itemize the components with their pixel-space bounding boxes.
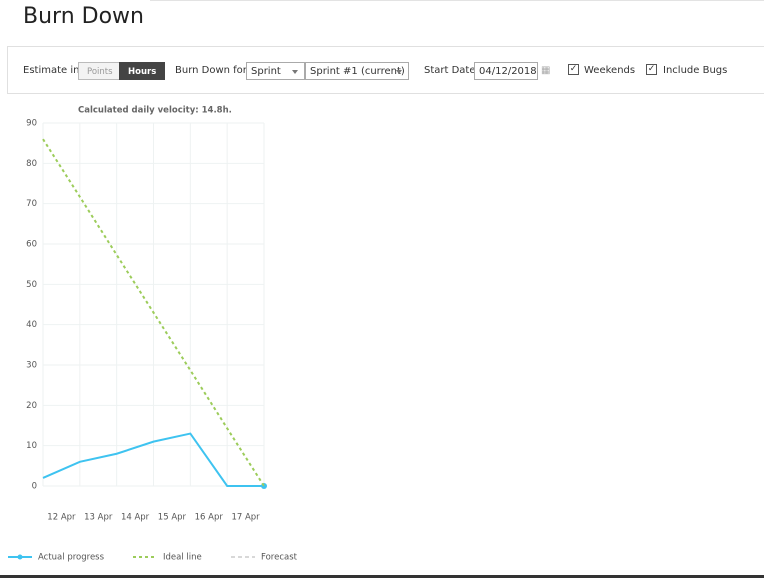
x-tick-label: 17 Apr (231, 513, 260, 523)
legend-label: Ideal line (163, 553, 202, 563)
y-tick-label: 80 (26, 159, 37, 169)
label: Weekends (584, 65, 636, 76)
legend-label: Forecast (261, 553, 298, 563)
y-tick-label: 0 (32, 482, 37, 492)
divider (150, 0, 764, 1)
legend-dot (17, 554, 23, 560)
x-tick-label: 15 Apr (158, 513, 187, 523)
x-tick-label: 12 Apr (47, 513, 76, 523)
page-title: Burn Down (23, 4, 144, 29)
toggle-option[interactable]: Hours (119, 62, 166, 80)
chart-subtitle: Calculated daily velocity: 14.8h. (78, 106, 232, 116)
label: Burn Down for (175, 65, 247, 76)
checkbox[interactable]: ✓ (646, 64, 657, 75)
y-tick-label: 20 (26, 401, 37, 411)
divider (0, 575, 764, 578)
date-input[interactable]: 04/12/2018 (474, 62, 538, 80)
label: Estimate in (23, 65, 80, 76)
calendar-icon[interactable]: ▦ (541, 65, 551, 76)
y-tick-label: 40 (26, 320, 37, 330)
label: Include Bugs (663, 65, 728, 76)
series-line (42, 432, 264, 487)
legend-label: Actual progress (38, 553, 105, 563)
x-tick-label: 16 Apr (195, 513, 224, 523)
y-tick-label: 30 (26, 361, 37, 371)
y-tick-label: 60 (26, 240, 37, 250)
x-tick-label: 14 Apr (121, 513, 150, 523)
x-tick-label: 13 Apr (84, 513, 113, 523)
y-tick-label: 10 (26, 441, 37, 451)
y-tick-label: 50 (26, 280, 37, 290)
y-tick-label: 90 (26, 119, 37, 129)
y-tick-label: 70 (26, 199, 37, 209)
toolbar: Estimate in Points Hours Burn Down for S… (7, 46, 764, 94)
checkbox[interactable]: ✓ (568, 64, 579, 75)
series-line (42, 138, 265, 487)
dropdown[interactable]: Sprint #1 (current) (305, 62, 409, 80)
dropdown-value: Sprint #1 (current) (310, 66, 405, 77)
dropdown-value: Sprint (251, 66, 281, 77)
label: Start Date (424, 65, 476, 76)
dropdown[interactable]: Sprint (246, 62, 305, 80)
